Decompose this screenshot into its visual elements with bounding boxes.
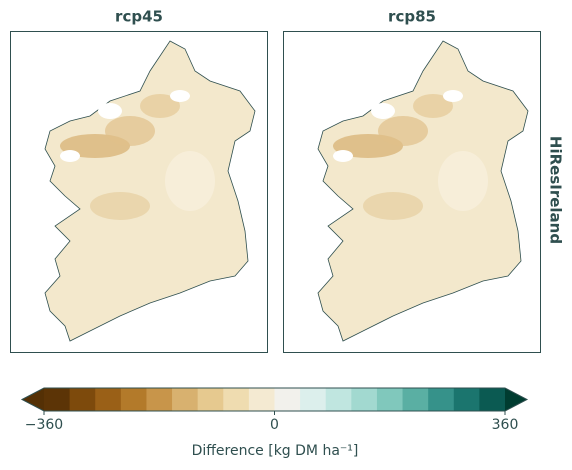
colorbar-tick-label: 360	[492, 417, 519, 433]
panel-title: rcp45	[115, 8, 163, 26]
colorbar-segment	[120, 388, 147, 411]
colorbar-segment	[223, 388, 250, 411]
colorbar-segment	[197, 388, 224, 411]
colorbar-tick-label: 0	[270, 417, 279, 433]
map	[317, 40, 529, 342]
colorbar-segment	[146, 388, 173, 411]
colorbar-segment	[69, 388, 96, 411]
colorbar-tick-label: −360	[25, 417, 63, 433]
colorbar-segment	[95, 388, 122, 411]
colorbar-extend	[505, 388, 527, 411]
map	[44, 40, 256, 342]
colorbar-segment	[325, 388, 352, 411]
map-frame	[10, 31, 268, 353]
colorbar-segment	[44, 388, 71, 411]
row-label: HiResIreland	[547, 136, 565, 244]
colorbar-segment	[351, 388, 378, 411]
colorbar-segment	[453, 388, 480, 411]
colorbar-segment	[376, 388, 404, 411]
map-frame	[283, 31, 541, 353]
colorbar-segment	[300, 388, 327, 411]
panel-title: rcp85	[388, 8, 436, 26]
colorbar-segment	[479, 388, 506, 411]
colorbar-segment	[402, 388, 429, 411]
colorbar: −360 0 360	[20, 387, 529, 433]
colorbar-segment	[248, 388, 275, 411]
colorbar-extend	[22, 388, 44, 411]
colorbar-segment	[428, 388, 455, 411]
colorbar-segment	[274, 388, 301, 411]
colorbar-label: Difference [kg DM ha⁻¹]	[192, 443, 359, 459]
colorbar-segment	[172, 388, 199, 411]
